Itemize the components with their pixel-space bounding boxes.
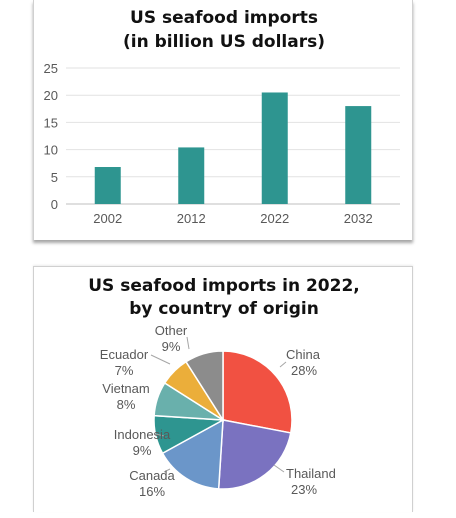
y-tick-label: 5 bbox=[51, 170, 58, 185]
leader-line bbox=[273, 464, 285, 473]
pie-slice-canada bbox=[161, 418, 224, 490]
slice-label-name: Other bbox=[155, 323, 188, 338]
pie-chart: US seafood imports in 2022, by country o… bbox=[88, 276, 360, 499]
slice-label-percent: 23% bbox=[291, 482, 317, 497]
slice-label-name: Canada bbox=[129, 468, 175, 483]
bar-2012 bbox=[178, 147, 205, 204]
slice-label-name: Ecuador bbox=[100, 347, 149, 362]
y-tick-label: 0 bbox=[51, 197, 58, 212]
bar-2002 bbox=[94, 167, 121, 204]
x-tick-label: 2012 bbox=[177, 211, 206, 226]
bar-chart: US seafood imports (in billion US dollar… bbox=[44, 8, 400, 226]
pie-slice-thailand bbox=[217, 419, 292, 490]
bar-chart-card: US seafood imports (in billion US dollar… bbox=[33, 0, 413, 240]
bar-2032 bbox=[345, 106, 372, 204]
bar-chart-title-line-2: (in billion US dollars) bbox=[123, 32, 325, 52]
slice-label-name: China bbox=[286, 347, 321, 362]
leader-line bbox=[155, 433, 165, 437]
slice-label-percent: 7% bbox=[115, 363, 134, 378]
y-tick-label: 10 bbox=[44, 143, 58, 158]
leader-line bbox=[279, 361, 287, 368]
pie-chart-title-line-2: by country of origin bbox=[129, 299, 319, 319]
slice-label-percent: 8% bbox=[117, 397, 136, 412]
pie-slice-other bbox=[184, 350, 224, 423]
x-tick-label: 2002 bbox=[93, 211, 122, 226]
x-tick-label: 2022 bbox=[260, 211, 289, 226]
y-tick-label: 20 bbox=[44, 88, 58, 103]
slice-label-percent: 9% bbox=[133, 443, 152, 458]
leader-line bbox=[163, 468, 171, 473]
slice-label-name: Indonesia bbox=[114, 427, 171, 442]
pie-chart-card: US seafood imports in 2022, by country o… bbox=[33, 266, 413, 512]
slice-label-name: Thailand bbox=[286, 466, 336, 481]
slice-label-percent: 16% bbox=[139, 484, 165, 499]
bar-chart-title-line-1: US seafood imports bbox=[130, 8, 318, 28]
pie-slice-china bbox=[222, 350, 293, 434]
slice-label-name: Vietnam bbox=[102, 381, 149, 396]
bar-2022 bbox=[261, 92, 288, 204]
leader-line bbox=[186, 336, 190, 350]
leader-line bbox=[150, 354, 171, 365]
x-tick-label: 2032 bbox=[344, 211, 373, 226]
pie-chart-title-line-1: US seafood imports in 2022, bbox=[88, 276, 360, 296]
y-tick-label: 15 bbox=[44, 115, 58, 130]
y-tick-label: 25 bbox=[44, 61, 58, 76]
slice-label-percent: 28% bbox=[291, 363, 317, 378]
slice-label-percent: 9% bbox=[162, 339, 181, 354]
